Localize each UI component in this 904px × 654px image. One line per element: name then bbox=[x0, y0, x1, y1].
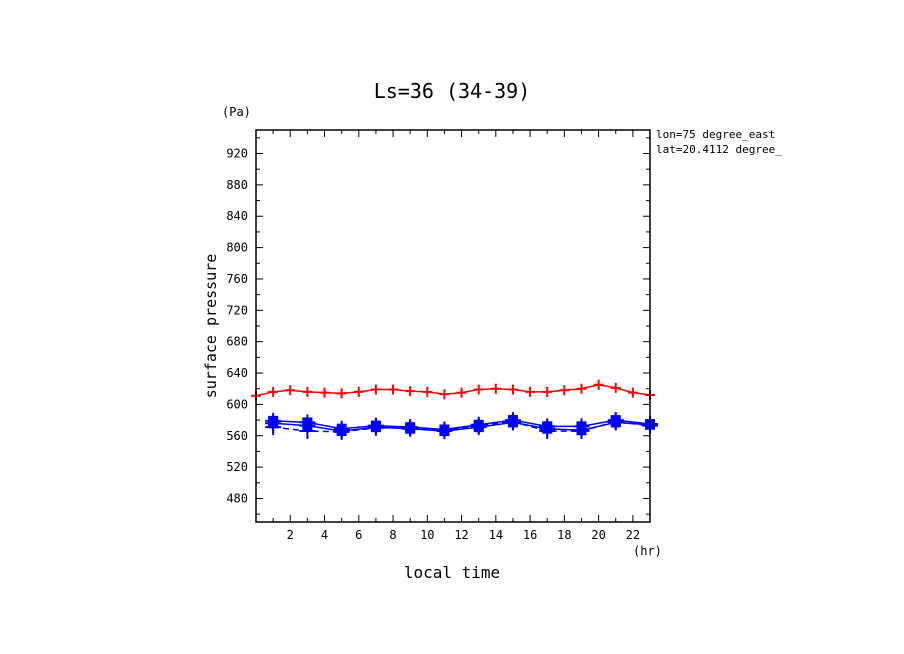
y-tick-label: 880 bbox=[226, 178, 248, 192]
x-tick-label: 2 bbox=[287, 528, 294, 542]
y-axis-label: surface pressure bbox=[202, 254, 220, 399]
y-tick-label: 840 bbox=[226, 209, 248, 223]
x-axis-label: local time bbox=[404, 563, 500, 582]
data-point bbox=[542, 386, 553, 397]
data-point bbox=[607, 413, 624, 430]
data-point bbox=[422, 386, 433, 397]
data-point bbox=[504, 413, 521, 430]
data-point bbox=[405, 386, 416, 397]
axis-ticks: 2 4 6 8 10 12 14 16 18 20 22 480 520 560 600 640 680 720 7… bbox=[226, 130, 650, 542]
y-tick-label: 640 bbox=[226, 366, 248, 380]
data-point bbox=[299, 423, 316, 440]
data-point bbox=[367, 419, 384, 436]
annotation-lon: lon=75 degree_east bbox=[656, 128, 775, 141]
y-tick-label: 480 bbox=[226, 491, 248, 505]
data-point bbox=[576, 383, 587, 394]
data-point bbox=[470, 417, 487, 434]
data-point bbox=[388, 384, 399, 395]
data-point bbox=[336, 388, 347, 399]
x-tick-label: 20 bbox=[591, 528, 605, 542]
data-point bbox=[439, 389, 450, 400]
data-point bbox=[402, 419, 419, 436]
data-point bbox=[559, 385, 570, 396]
x-unit-label: (hr) bbox=[633, 544, 662, 558]
x-tick-label: 18 bbox=[557, 528, 571, 542]
data-point bbox=[573, 423, 590, 440]
data-point bbox=[370, 384, 381, 395]
data-point bbox=[610, 382, 621, 393]
x-tick-label: 16 bbox=[523, 528, 537, 542]
data-point bbox=[593, 379, 604, 390]
y-tick-label: 800 bbox=[226, 241, 248, 255]
x-tick-label: 8 bbox=[389, 528, 396, 542]
data-point bbox=[507, 384, 518, 395]
data-point bbox=[473, 384, 484, 395]
data-series bbox=[251, 379, 658, 440]
series-line bbox=[273, 419, 651, 431]
chart-title: Ls=36 (34-39) bbox=[374, 79, 531, 103]
y-unit-label: (Pa) bbox=[222, 105, 251, 119]
y-tick-label: 560 bbox=[226, 429, 248, 443]
y-tick-label: 680 bbox=[226, 335, 248, 349]
x-tick-label: 14 bbox=[489, 528, 503, 542]
plot-frame bbox=[255, 129, 651, 523]
series-4 bbox=[265, 413, 658, 440]
data-point bbox=[456, 387, 467, 398]
series-1 bbox=[251, 379, 655, 401]
y-tick-label: 720 bbox=[226, 303, 248, 317]
x-tick-label: 6 bbox=[355, 528, 362, 542]
data-point bbox=[285, 385, 296, 396]
x-tick-label: 10 bbox=[420, 528, 434, 542]
data-point bbox=[353, 386, 364, 397]
y-tick-label: 920 bbox=[226, 147, 248, 161]
data-point bbox=[302, 386, 313, 397]
data-point bbox=[539, 423, 556, 440]
x-tick-label: 4 bbox=[321, 528, 328, 542]
annotation-lat: lat=20.4112 degree_ bbox=[656, 143, 782, 156]
data-point bbox=[265, 419, 282, 436]
data-point bbox=[525, 386, 536, 397]
data-point bbox=[490, 383, 501, 394]
x-tick-label: 12 bbox=[454, 528, 468, 542]
series-2 bbox=[265, 412, 658, 438]
data-point bbox=[319, 387, 330, 398]
data-point bbox=[268, 386, 279, 397]
data-point bbox=[627, 387, 638, 398]
y-tick-label: 600 bbox=[226, 397, 248, 411]
series-line bbox=[255, 384, 651, 397]
y-tick-label: 520 bbox=[226, 460, 248, 474]
y-tick-label: 760 bbox=[226, 272, 248, 286]
data-point bbox=[436, 422, 453, 439]
data-point bbox=[333, 423, 350, 440]
x-tick-label: 22 bbox=[626, 528, 640, 542]
